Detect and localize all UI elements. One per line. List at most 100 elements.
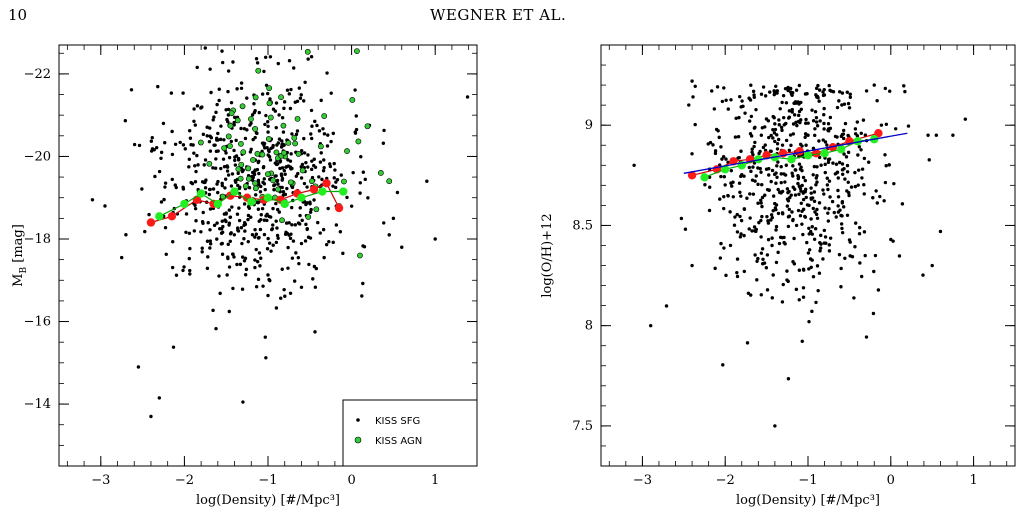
x-tick-label: 1 — [431, 473, 439, 488]
data-point — [736, 135, 741, 139]
data-point — [776, 187, 780, 192]
data-point — [286, 158, 290, 162]
data-point — [266, 124, 270, 129]
data-point — [281, 130, 286, 134]
data-point — [859, 274, 864, 279]
data-point — [233, 158, 237, 163]
data-point — [790, 210, 794, 214]
data-point — [755, 278, 759, 282]
data-point — [321, 127, 325, 131]
data-point — [758, 166, 762, 171]
data-point — [825, 176, 829, 180]
data-point — [857, 225, 862, 230]
data-point — [742, 174, 746, 178]
data-point — [711, 143, 715, 147]
data-point — [795, 123, 799, 128]
data-point — [817, 99, 821, 103]
data-point — [735, 270, 739, 275]
data-point — [290, 256, 295, 260]
data-point — [208, 242, 213, 246]
data-point — [815, 173, 819, 178]
data-point — [799, 201, 803, 205]
data-point — [298, 206, 302, 210]
data-point — [266, 273, 270, 277]
data-point — [798, 142, 803, 147]
data-point — [803, 215, 808, 219]
data-point — [257, 159, 261, 164]
data-point — [864, 89, 869, 93]
binned-mean-point — [721, 165, 730, 174]
data-point — [263, 55, 268, 59]
data-point — [276, 61, 280, 66]
data-point — [722, 174, 726, 179]
data-point — [302, 151, 307, 155]
data-point — [327, 239, 331, 244]
data-point — [338, 230, 343, 234]
data-point — [759, 170, 763, 174]
data-point — [738, 214, 742, 219]
data-point — [802, 268, 806, 272]
data-point — [748, 98, 753, 102]
data-point — [794, 287, 799, 292]
data-point — [261, 180, 265, 185]
data-point — [786, 85, 790, 90]
data-point — [807, 248, 812, 252]
data-point — [326, 206, 330, 211]
data-point — [279, 296, 283, 300]
data-point — [791, 260, 795, 264]
data-point — [816, 288, 820, 293]
data-point — [232, 115, 237, 120]
data-point — [382, 128, 386, 133]
data-point — [775, 142, 780, 146]
data-point — [739, 174, 743, 179]
data-point — [773, 206, 778, 210]
data-point — [322, 165, 326, 170]
data-point — [315, 123, 319, 128]
data-point — [828, 88, 832, 93]
data-point — [817, 271, 822, 275]
data-point — [921, 273, 925, 277]
data-point — [288, 236, 293, 241]
data-point — [219, 242, 224, 246]
data-point — [222, 165, 227, 169]
data-point — [718, 256, 723, 260]
data-point — [843, 256, 847, 260]
data-point — [786, 190, 790, 195]
data-point — [302, 99, 306, 103]
data-point — [791, 218, 795, 223]
x-tick-label: −1 — [798, 473, 817, 488]
data-point — [739, 194, 743, 198]
data-point — [235, 87, 239, 91]
data-point — [231, 252, 235, 256]
data-point — [721, 363, 725, 367]
data-point — [786, 199, 791, 203]
data-point — [253, 227, 257, 232]
data-point — [221, 60, 225, 65]
y-tick-label: 8.5 — [572, 218, 593, 233]
data-point — [722, 86, 726, 90]
data-point — [765, 253, 770, 257]
binned-mean-point — [167, 212, 177, 221]
data-point — [354, 127, 359, 132]
data-point — [802, 190, 806, 194]
data-point — [257, 235, 261, 240]
data-point — [215, 221, 219, 225]
data-point — [754, 229, 758, 234]
data-point — [777, 118, 781, 122]
data-point — [237, 186, 242, 191]
data-point — [162, 197, 166, 202]
data-point — [828, 126, 833, 131]
data-point — [810, 232, 814, 236]
data-point — [819, 233, 823, 238]
data-point — [786, 224, 791, 229]
data-point — [690, 152, 694, 156]
agn-point — [279, 217, 285, 224]
agn-point — [281, 149, 287, 156]
data-point — [801, 197, 806, 202]
data-point — [837, 99, 841, 103]
data-point — [294, 251, 298, 255]
data-point — [220, 49, 224, 53]
data-point — [208, 239, 213, 243]
data-point — [304, 160, 308, 165]
data-point — [282, 169, 287, 173]
